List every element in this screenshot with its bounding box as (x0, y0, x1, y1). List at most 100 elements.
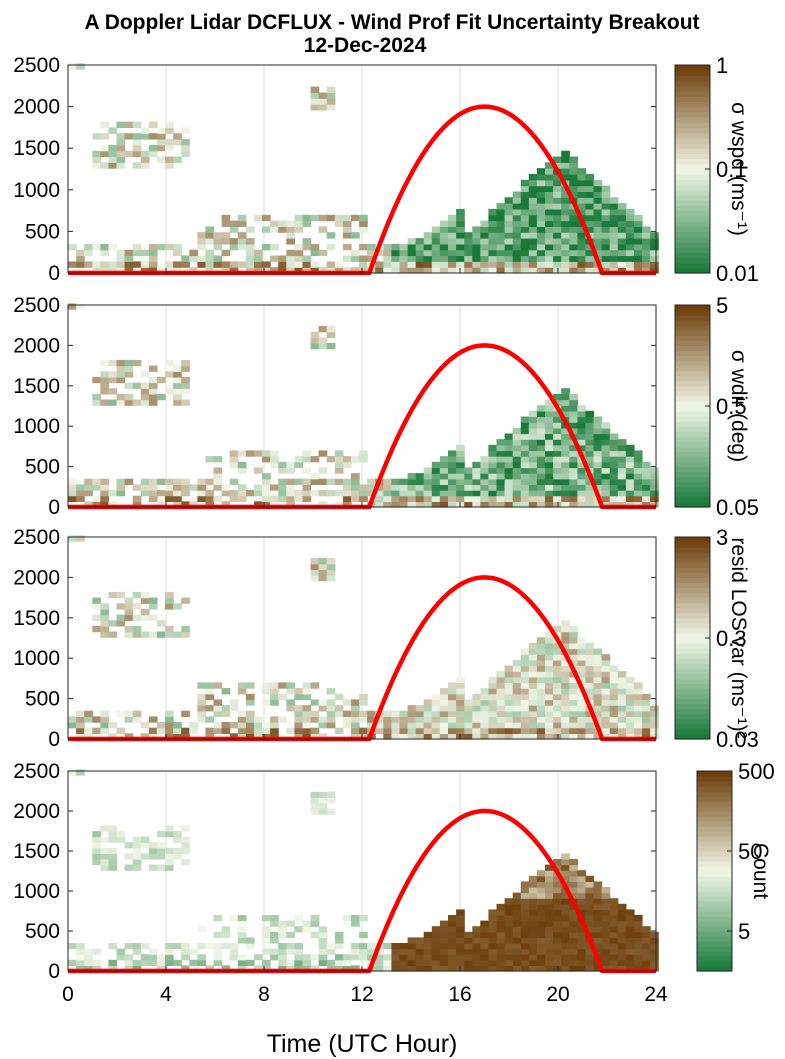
colorbar-segment (675, 335, 710, 341)
heatmap-cell (100, 133, 109, 140)
heatmap-cell (351, 484, 360, 491)
heatmap-cell (601, 450, 611, 457)
heatmap-cell (367, 478, 376, 485)
heatmap-cell (553, 915, 562, 922)
heatmap-cell (545, 162, 554, 169)
colorbar-segment (675, 153, 710, 160)
heatmap-cell (480, 943, 489, 950)
y-tick-label: 2500 (13, 294, 60, 317)
heatmap-cell (520, 915, 530, 922)
heatmap-cell (173, 393, 182, 401)
heatmap-cell (270, 255, 279, 262)
heatmap-cell (189, 727, 198, 734)
heatmap-cell (496, 716, 506, 723)
heatmap-cell (181, 261, 190, 268)
heatmap-cell (601, 444, 611, 452)
heatmap-cell (593, 915, 603, 922)
heatmap-cell (545, 733, 554, 740)
heatmap-cell (528, 926, 538, 933)
heatmap-cell (181, 501, 190, 508)
heatmap-cell (536, 450, 546, 457)
heatmap-cell (140, 399, 150, 406)
heatmap-cell (496, 676, 506, 684)
heatmap-cell (181, 376, 190, 384)
heatmap-cell (92, 727, 101, 734)
heatmap-cell (504, 898, 514, 905)
heatmap-cell (116, 603, 126, 610)
heatmap-cell (601, 255, 611, 262)
heatmap-cell (237, 710, 247, 717)
x-tick-label: 0 (62, 983, 74, 1006)
heatmap-cell (140, 127, 150, 134)
heatmap-cell (76, 249, 85, 257)
heatmap-cell (561, 249, 570, 257)
heatmap-cell (625, 682, 635, 689)
heatmap-cell (197, 954, 207, 961)
heatmap-cell (545, 450, 554, 457)
heatmap-cell (609, 255, 619, 262)
colorbar-segment (697, 916, 732, 922)
heatmap-cell (553, 937, 562, 944)
heatmap-cell (617, 699, 627, 706)
heatmap-cell (585, 226, 595, 233)
heatmap-cell (609, 909, 619, 916)
heatmap-cell (569, 654, 578, 661)
heatmap-cell (407, 249, 417, 257)
heatmap-cell (609, 716, 619, 723)
heatmap-cell (512, 931, 522, 938)
heatmap-cell (367, 954, 376, 961)
heatmap-cell (512, 733, 522, 740)
heatmap-cell (173, 959, 182, 966)
heatmap-cell (601, 433, 611, 440)
heatmap-cell (585, 197, 595, 204)
heatmap-cell (351, 733, 360, 740)
colorbar-segment (675, 501, 710, 508)
heatmap-cell (124, 710, 134, 717)
heatmap-cell (415, 954, 425, 961)
heatmap-cell (585, 410, 595, 418)
heatmap-cell (100, 478, 109, 485)
heatmap-cell (633, 948, 643, 955)
heatmap-cell (650, 478, 659, 485)
heatmap-cell (407, 710, 417, 717)
heatmap-cell (310, 473, 320, 480)
heatmap-cell (181, 388, 190, 395)
heatmap-cell (625, 948, 635, 955)
heatmap-cell (488, 948, 498, 955)
colorbar-segment (675, 195, 710, 201)
heatmap-cell (528, 654, 538, 661)
colorbar-segment (675, 602, 710, 609)
x-tick-label: 4 (160, 983, 172, 1006)
heatmap-cell (278, 267, 287, 274)
heatmap-cell (650, 249, 659, 257)
heatmap-cell (367, 943, 376, 950)
heatmap-cell (116, 261, 126, 268)
heatmap-cell (359, 226, 368, 233)
heatmap-cell (496, 954, 506, 961)
colorbar-segment (697, 771, 732, 777)
heatmap-cell (359, 456, 368, 463)
heatmap-cell (148, 484, 158, 491)
heatmap-cell (642, 490, 651, 497)
heatmap-cell (472, 478, 481, 485)
heatmap-cell (448, 490, 457, 497)
heatmap-cell (439, 255, 449, 262)
heatmap-cell (367, 710, 376, 717)
heatmap-cell (528, 722, 538, 729)
heatmap-cell (439, 733, 449, 740)
heatmap-cell (561, 853, 570, 860)
heatmap-cell (140, 133, 150, 140)
heatmap-cell (536, 931, 546, 938)
heatmap-cell (488, 444, 498, 452)
heatmap-cell (585, 642, 595, 650)
heatmap-cell (545, 484, 554, 491)
heatmap-cell (448, 710, 457, 717)
heatmap-cell (399, 243, 409, 251)
heatmap-cell (609, 705, 619, 712)
heatmap-cell (593, 705, 603, 712)
heatmap-cell (399, 249, 409, 257)
colorbar-segment (697, 866, 732, 872)
heatmap-cell (84, 490, 93, 497)
heatmap-cell (92, 965, 101, 972)
colorbar-segment (675, 355, 710, 362)
